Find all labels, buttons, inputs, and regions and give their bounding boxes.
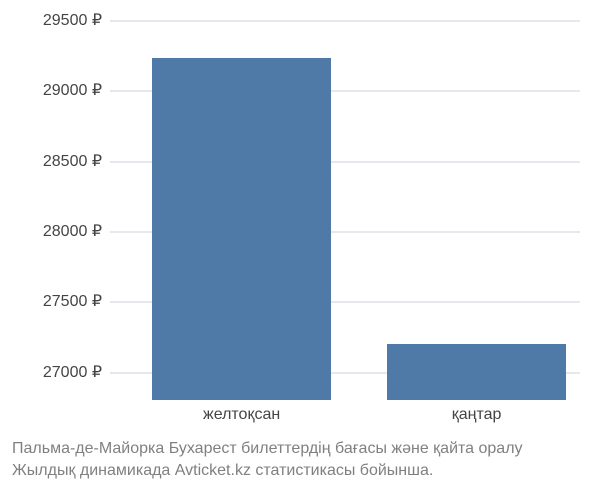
price-bar-chart: 27000 ₽ 27500 ₽ 28000 ₽ 28500 ₽ 29000 ₽ 29500… <box>0 0 600 500</box>
y-tick-label: 28500 ₽ <box>12 151 102 171</box>
y-tick-label: 29000 ₽ <box>12 80 102 100</box>
gridline <box>110 20 580 22</box>
plot-area <box>110 20 580 400</box>
y-tick-label: 28000 ₽ <box>12 221 102 241</box>
y-tick-label: 27500 ₽ <box>12 291 102 311</box>
y-tick-label: 27000 ₽ <box>12 362 102 382</box>
chart-caption: Пальма-де-Майорка Бухарест билеттердің б… <box>12 438 523 481</box>
y-tick-label: 29500 ₽ <box>12 10 102 30</box>
x-tick-label: қаңтар <box>452 406 502 424</box>
x-tick-label: желтоқсан <box>203 406 280 424</box>
bar <box>152 58 331 400</box>
bar <box>387 344 566 400</box>
